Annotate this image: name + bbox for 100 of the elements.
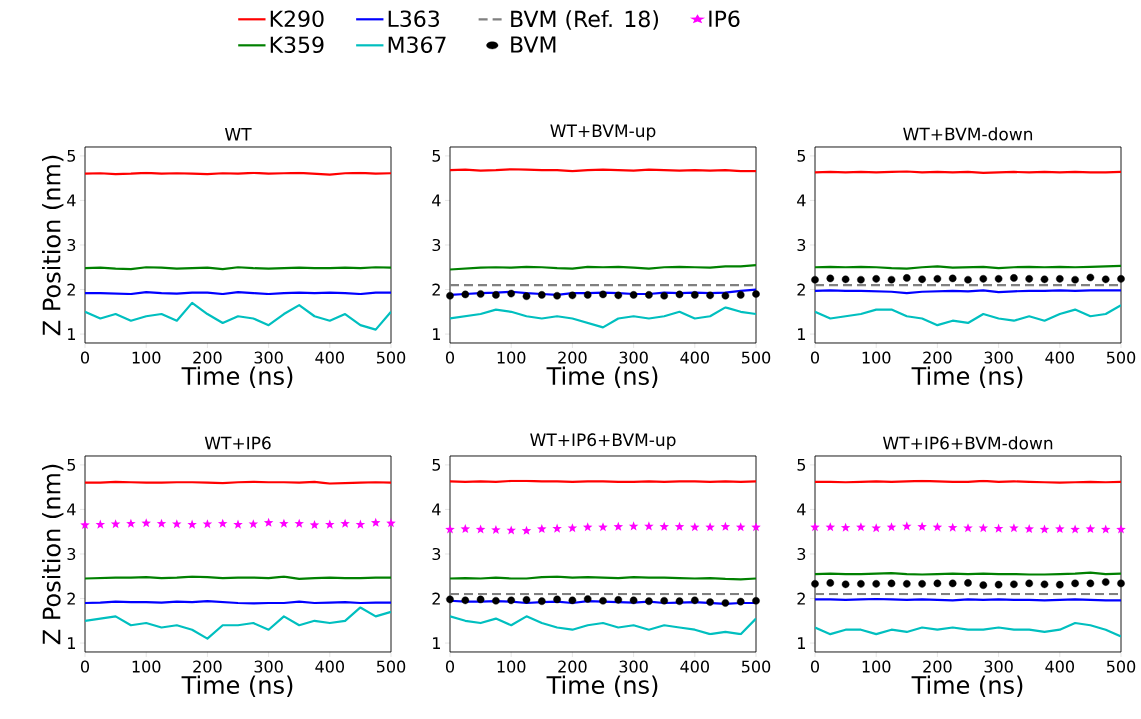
line-series: [450, 615, 756, 636]
y-tick-label: 4: [797, 503, 806, 516]
x-tick-label: 500: [376, 660, 406, 673]
point: [691, 596, 699, 605]
point: [840, 522, 851, 532]
y-axis-title: Z Position (nm): [42, 155, 64, 336]
point: [1009, 523, 1019, 533]
point: [522, 596, 531, 604]
line-series: [85, 301, 392, 331]
point: [887, 579, 896, 588]
x-tick-label: 0: [80, 660, 90, 673]
x-axis-title: Time (ns): [546, 675, 658, 697]
point: [1100, 524, 1111, 534]
x-tick-label: 200: [558, 660, 587, 673]
x-tick-label: 300: [984, 660, 1013, 673]
point: [613, 521, 624, 531]
x-tick-label: 100: [862, 660, 891, 673]
y-tick-label: 1: [798, 328, 805, 340]
x-axis-title: Time (ns): [911, 366, 1023, 388]
point: [690, 522, 700, 532]
x-tick-label: 300: [254, 660, 283, 673]
point: [645, 597, 653, 605]
point: [1024, 524, 1034, 534]
point: [902, 521, 912, 531]
y-tick-label: 3: [432, 238, 441, 252]
point: [659, 521, 669, 531]
point: [947, 522, 958, 532]
point: [583, 595, 592, 603]
point: [461, 596, 470, 605]
point: [507, 596, 515, 605]
x-axis-title: Time (ns): [911, 675, 1023, 697]
point: [1025, 579, 1033, 588]
legend-label: L363: [388, 10, 440, 28]
y-tick-label: 3: [67, 238, 76, 252]
point: [979, 581, 988, 589]
x-tick-label: 100: [497, 660, 526, 673]
point: [491, 524, 501, 534]
x-tick-label: 100: [132, 660, 161, 673]
point: [1085, 524, 1096, 534]
point: [1071, 579, 1079, 588]
x-tick-label: 400: [1045, 351, 1074, 364]
y-tick-label: 1: [798, 637, 805, 649]
y-tick-label: 3: [797, 547, 806, 561]
point: [811, 580, 819, 588]
y-tick-label: 2: [797, 592, 805, 605]
x-tick-label: 500: [1106, 660, 1136, 673]
x-tick-label: 400: [680, 660, 709, 673]
y-tick-label: 5: [67, 458, 76, 471]
point: [720, 521, 731, 531]
point: [614, 596, 623, 604]
point: [886, 522, 897, 532]
x-tick-label: 200: [193, 351, 222, 364]
y-tick-label: 5: [797, 458, 806, 471]
x-tick-label: 0: [445, 351, 455, 364]
x-axis-title: Time (ns): [546, 366, 658, 388]
x-tick-label: 0: [810, 660, 820, 673]
point: [932, 522, 943, 532]
y-tick-label: 1: [68, 328, 75, 340]
point: [675, 597, 684, 605]
legend-label: K359: [270, 36, 324, 54]
x-tick-label: 300: [254, 351, 283, 364]
y-tick-label: 4: [67, 503, 76, 516]
legend-label: M367: [388, 36, 446, 54]
point: [963, 523, 973, 533]
point: [1117, 579, 1125, 588]
x-tick-label: 500: [741, 660, 771, 673]
point: [552, 523, 562, 533]
point: [933, 579, 942, 588]
point: [674, 521, 685, 531]
y-tick-label: 1: [433, 328, 440, 340]
y-tick-label: 4: [67, 194, 76, 207]
legend-label: K290: [270, 10, 324, 28]
point: [1055, 524, 1065, 534]
point: [810, 522, 820, 532]
point: [705, 522, 715, 532]
legend-label: BVM (Ref. 18): [511, 10, 659, 30]
x-tick-label: 400: [680, 351, 709, 364]
point: [1040, 580, 1049, 589]
point: [644, 521, 654, 531]
y-tick-label: 2: [432, 283, 440, 296]
point: [826, 579, 835, 587]
x-tick-label: 300: [984, 351, 1013, 364]
line-series: [815, 304, 1121, 327]
y-tick-label: 4: [797, 194, 806, 207]
x-tick-label: 400: [1045, 660, 1074, 673]
x-tick-label: 200: [558, 351, 587, 364]
point: [553, 595, 561, 604]
x-tick-label: 500: [1106, 351, 1136, 364]
point: [1086, 579, 1095, 588]
x-tick-label: 200: [193, 660, 222, 673]
point: [903, 580, 911, 588]
point: [752, 596, 760, 605]
point: [735, 522, 746, 532]
y-axis-title: Z Position (nm): [42, 464, 64, 645]
x-tick-label: 500: [741, 351, 771, 364]
point: [706, 598, 714, 606]
y-tick-label: 4: [432, 503, 441, 516]
legend-label: IP6: [709, 10, 740, 28]
y-tick-label: 3: [797, 238, 806, 252]
y-tick-label: 1: [433, 637, 440, 649]
